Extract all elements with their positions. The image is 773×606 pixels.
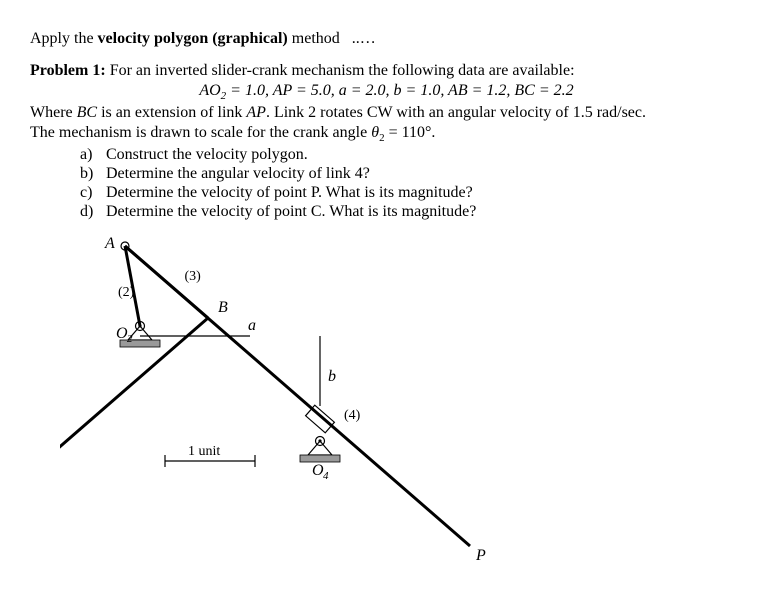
svg-text:a: a xyxy=(248,317,256,334)
task-c-letter: c) xyxy=(80,184,102,202)
where-p1: Where xyxy=(30,104,77,121)
svg-text:A: A xyxy=(104,235,115,252)
svg-text:P: P xyxy=(475,547,486,564)
intro-dots: ..… xyxy=(344,30,376,47)
intro-line: Apply the velocity polygon (graphical) m… xyxy=(30,30,743,48)
intro-bold: velocity polygon (graphical) xyxy=(98,30,288,47)
where-line: Where BC is an extension of link AP. Lin… xyxy=(30,104,743,122)
svg-text:B: B xyxy=(218,299,228,316)
where-p3: . Link 2 rotates CW with an angular velo… xyxy=(266,104,646,121)
problem-text: For an inverted slider-crank mechanism t… xyxy=(106,62,575,79)
intro-prefix: Apply the xyxy=(30,30,98,47)
scale-line: The mechanism is drawn to scale for the … xyxy=(30,124,743,144)
task-b: b) Determine the angular velocity of lin… xyxy=(80,165,743,183)
intro-suffix: method xyxy=(288,30,340,47)
svg-text:(2): (2) xyxy=(118,285,135,300)
scale-p1: The mechanism is drawn to scale for the … xyxy=(30,124,371,141)
task-c-text: Determine the velocity of point P. What … xyxy=(106,184,473,201)
where-p2: is an extension of link xyxy=(97,104,246,121)
task-b-text: Determine the angular velocity of link 4… xyxy=(106,165,370,182)
where-BC: BC xyxy=(77,104,97,121)
svg-text:b: b xyxy=(328,368,336,385)
svg-text:2: 2 xyxy=(127,333,133,345)
task-d-letter: d) xyxy=(80,203,102,221)
svg-text:4: 4 xyxy=(323,470,329,482)
mechanism-diagram: ABCPO2O4ab(2)(3)(4)1 unit xyxy=(60,231,743,571)
task-a: a) Construct the velocity polygon. xyxy=(80,146,743,164)
eq-rest: AP = 5.0, a = 2.0, b = 1.0, AB = 1.2, BC… xyxy=(273,82,574,99)
svg-text:(3): (3) xyxy=(185,269,202,284)
task-d: d) Determine the velocity of point C. Wh… xyxy=(80,203,743,221)
task-d-text: Determine the velocity of point C. What … xyxy=(106,203,476,220)
task-b-letter: b) xyxy=(80,165,102,183)
mechanism-svg: ABCPO2O4ab(2)(3)(4)1 unit xyxy=(60,231,530,571)
task-c: c) Determine the velocity of point P. Wh… xyxy=(80,184,743,202)
task-list: a) Construct the velocity polygon. b) De… xyxy=(80,146,743,221)
problem-heading: Problem 1: For an inverted slider-crank … xyxy=(30,62,743,80)
svg-text:1 unit: 1 unit xyxy=(188,444,220,459)
scale-theta: θ xyxy=(371,124,379,141)
task-a-text: Construct the velocity polygon. xyxy=(106,146,308,163)
where-AP: AP xyxy=(246,104,266,121)
scale-p2: = 110°. xyxy=(385,124,436,141)
svg-text:(4): (4) xyxy=(344,408,361,423)
problem-label: Problem 1: xyxy=(30,62,106,79)
eq-AO2-r: = 1.0, xyxy=(226,82,273,99)
equation-line: AO2 = 1.0, AP = 5.0, a = 2.0, b = 1.0, A… xyxy=(30,82,743,102)
eq-AO2-l: AO xyxy=(199,82,220,99)
task-a-letter: a) xyxy=(80,146,102,164)
